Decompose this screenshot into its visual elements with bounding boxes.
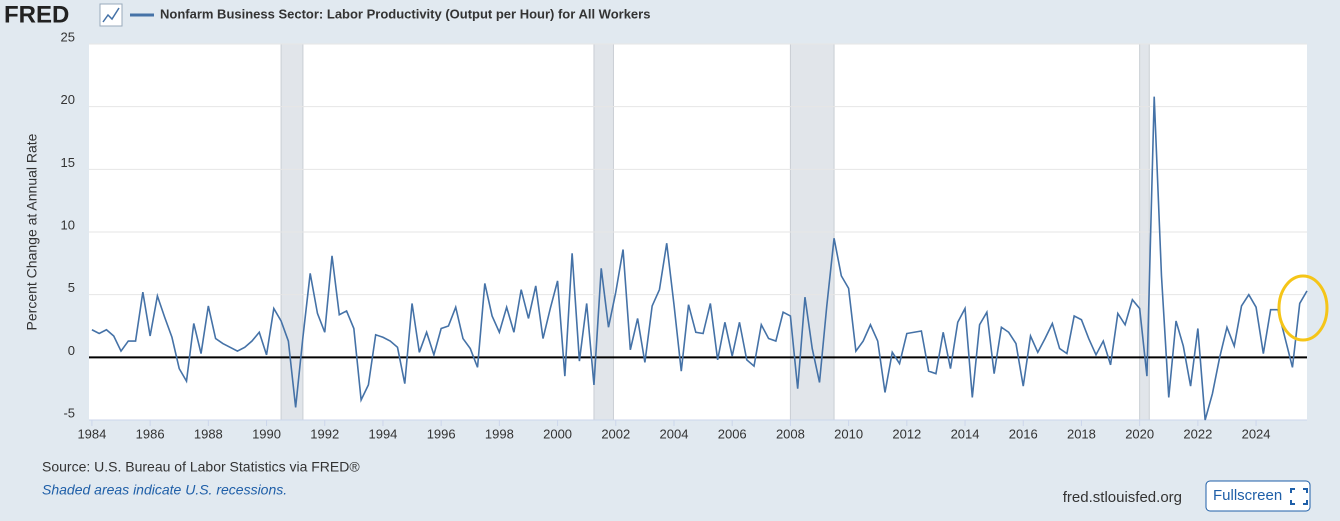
y-tick-label: 25 bbox=[61, 29, 75, 44]
x-tick-label: 2000 bbox=[543, 426, 572, 441]
legend-label: Nonfarm Business Sector: Labor Productiv… bbox=[160, 6, 650, 21]
x-tick-label: 2022 bbox=[1183, 426, 1212, 441]
x-tick-label: 2006 bbox=[718, 426, 747, 441]
y-tick-label: -5 bbox=[63, 405, 75, 420]
y-tick-label: 20 bbox=[61, 92, 75, 107]
x-tick-label: 1990 bbox=[252, 426, 281, 441]
logo: FRED bbox=[4, 1, 69, 28]
x-tick-label: 2010 bbox=[834, 426, 863, 441]
series-line bbox=[91, 96, 1308, 421]
x-tick-label: 2016 bbox=[1009, 426, 1038, 441]
y-axis-label: Percent Change at Annual Rate bbox=[24, 133, 40, 330]
x-tick-label: 2004 bbox=[660, 426, 689, 441]
logo-icon bbox=[99, 3, 123, 27]
x-tick-label: 1994 bbox=[368, 426, 397, 441]
x-tick-label: 2020 bbox=[1125, 426, 1154, 441]
x-tick-label: 2014 bbox=[951, 426, 980, 441]
note: Shaded areas indicate U.S. recessions. bbox=[42, 482, 287, 498]
x-tick-label: 1998 bbox=[485, 426, 514, 441]
x-tick-label: 1988 bbox=[194, 426, 223, 441]
site: fred.stlouisfed.org bbox=[1063, 489, 1182, 506]
fullscreen-label[interactable]: Fullscreen bbox=[1213, 487, 1282, 504]
y-tick-label: 15 bbox=[61, 155, 75, 170]
highlight-circle bbox=[1277, 274, 1329, 342]
logo-icon-line bbox=[102, 7, 120, 23]
x-tick-label: 2018 bbox=[1067, 426, 1096, 441]
x-tick-label: 1986 bbox=[136, 426, 165, 441]
y-tick-label: 0 bbox=[68, 343, 75, 358]
fullscreen-button[interactable] bbox=[1205, 480, 1311, 512]
x-tick-label: 1992 bbox=[310, 426, 339, 441]
x-tick-label: 2024 bbox=[1242, 426, 1271, 441]
fullscreen-icon[interactable] bbox=[1290, 488, 1308, 505]
y-tick-label: 5 bbox=[68, 280, 75, 295]
x-tick-label: 2012 bbox=[892, 426, 921, 441]
x-tick-label: 1996 bbox=[427, 426, 456, 441]
x-tick-label: 2002 bbox=[601, 426, 630, 441]
x-tick-label: 2008 bbox=[776, 426, 805, 441]
y-tick-label: 10 bbox=[61, 217, 75, 232]
x-tick-label: 1984 bbox=[77, 426, 106, 441]
source: Source: U.S. Bureau of Labor Statistics … bbox=[42, 459, 360, 475]
